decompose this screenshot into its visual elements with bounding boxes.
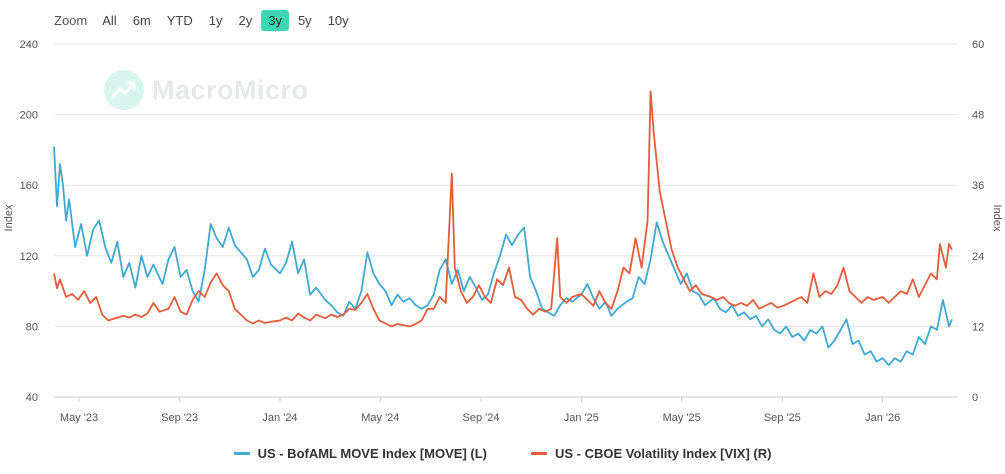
left-tick-label: 120 bbox=[20, 251, 38, 263]
zoom-6m-button[interactable]: 6m bbox=[132, 12, 151, 28]
x-tick-label: May '25 bbox=[663, 412, 701, 424]
x-axis: May '23 Sep '23 Jan '24 May '24 Sep '24 Jan '… bbox=[54, 396, 958, 424]
legend-swatch-vix bbox=[530, 452, 547, 455]
x-tick-label: May '24 bbox=[361, 412, 399, 424]
left-axis-title: Index bbox=[3, 204, 15, 231]
left-tick-label: 80 bbox=[26, 321, 38, 333]
series-layer bbox=[53, 90, 953, 367]
zoom-10y-button[interactable]: 10y bbox=[327, 12, 349, 28]
zoom-3y-button[interactable]: 3y bbox=[261, 9, 289, 31]
x-tick-label: Jan '24 bbox=[262, 412, 297, 424]
legend-item-vix[interactable]: US - CBOE Volatility Index [VIX] (R) bbox=[530, 446, 772, 461]
legend-swatch-move bbox=[233, 452, 250, 455]
right-axis-title: Index bbox=[991, 205, 1003, 232]
right-tick-label: 36 bbox=[972, 180, 984, 192]
x-tick-label: Sep '23 bbox=[161, 412, 198, 424]
legend-item-move[interactable]: US - BofAML MOVE Index [MOVE] (L) bbox=[233, 446, 487, 461]
grid bbox=[54, 43, 958, 398]
left-tick-label: 240 bbox=[20, 39, 38, 51]
zoom-ytd-button[interactable]: YTD bbox=[166, 12, 193, 28]
right-axis: 0 12 24 36 48 60 bbox=[972, 39, 984, 404]
left-tick-label: 40 bbox=[26, 392, 38, 404]
zoom-2y-button[interactable]: 2y bbox=[238, 12, 253, 28]
x-tick-label: Sep '25 bbox=[764, 412, 801, 424]
legend: US - BofAML MOVE Index [MOVE] (L) US - C… bbox=[0, 446, 1005, 461]
zoom-label: Zoom bbox=[54, 12, 88, 28]
left-tick-label: 200 bbox=[20, 110, 38, 122]
series-line-vix[interactable] bbox=[53, 90, 953, 328]
x-tick-label: Sep '24 bbox=[463, 412, 500, 424]
right-tick-label: 0 bbox=[972, 392, 978, 404]
legend-label-vix: US - CBOE Volatility Index [VIX] (R) bbox=[554, 446, 772, 461]
chart: 40 80 120 160 200 240 0 12 24 36 48 60 May '23 Sep … bbox=[3, 39, 1003, 424]
x-tick-label: Jan '26 bbox=[865, 412, 900, 424]
right-tick-label: 24 bbox=[972, 251, 984, 263]
zoom-1y-button[interactable]: 1y bbox=[208, 12, 223, 28]
legend-label-move: US - BofAML MOVE Index [MOVE] (L) bbox=[257, 446, 487, 461]
zoom-bar: Zoom All 6m YTD 1y 2y 3y 5y 10y bbox=[54, 9, 358, 31]
left-tick-label: 160 bbox=[20, 180, 38, 192]
right-tick-label: 48 bbox=[972, 110, 984, 122]
left-axis: 40 80 120 160 200 240 bbox=[20, 39, 38, 404]
right-tick-label: 12 bbox=[972, 321, 984, 333]
zoom-5y-button[interactable]: 5y bbox=[297, 12, 312, 28]
x-tick-label: Jan '25 bbox=[564, 412, 599, 424]
series-line-move[interactable] bbox=[53, 146, 953, 367]
right-tick-label: 60 bbox=[972, 39, 984, 51]
zoom-all-button[interactable]: All bbox=[102, 12, 117, 28]
x-tick-label: May '23 bbox=[60, 412, 98, 424]
